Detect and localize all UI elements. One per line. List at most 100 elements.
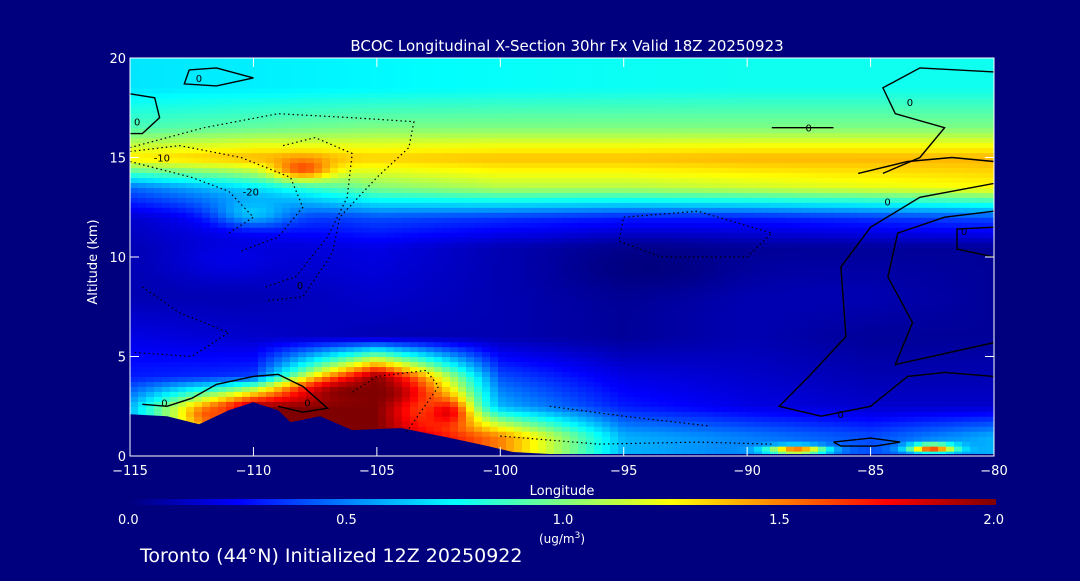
field-cell [474, 326, 483, 333]
field-cell [434, 321, 443, 328]
field-cell [226, 356, 235, 363]
field-cell [370, 426, 379, 432]
field-cell [258, 271, 267, 278]
field-cell [594, 356, 603, 363]
field-cell [290, 306, 299, 313]
field-cell [138, 252, 147, 258]
field-cell [234, 296, 243, 303]
field-cell [954, 431, 963, 437]
field-cell [578, 371, 587, 377]
field-cell [474, 266, 483, 273]
field-cell [634, 356, 643, 363]
field-cell [234, 321, 243, 328]
field-cell [234, 286, 243, 293]
field-cell [210, 242, 219, 248]
field-cell [322, 291, 331, 298]
field-cell [874, 331, 883, 338]
field-cell [506, 271, 515, 278]
field-cell [170, 321, 179, 328]
field-cell [682, 356, 691, 363]
field-cell [850, 366, 859, 373]
field-cell [490, 257, 499, 263]
field-cell [730, 451, 739, 456]
field-cell [234, 306, 243, 313]
field-cell [922, 336, 931, 343]
field-cell [762, 266, 771, 273]
field-cell [290, 341, 299, 348]
field-cell [634, 336, 643, 343]
field-cell [794, 401, 803, 407]
field-cell [706, 356, 715, 363]
field-cell [954, 257, 963, 263]
field-cell [938, 451, 947, 456]
field-cell [658, 291, 667, 298]
field-cell [818, 416, 827, 422]
field-cell [234, 237, 243, 243]
field-cell [386, 306, 395, 313]
field-cell [274, 252, 283, 258]
field-cell [834, 286, 843, 293]
field-cell [418, 361, 427, 368]
field-cell [754, 376, 763, 382]
field-cell [298, 411, 307, 417]
field-cell [642, 296, 651, 303]
field-cell [778, 296, 787, 303]
field-cell [810, 281, 819, 288]
field-cell [442, 326, 451, 333]
field-cell [962, 426, 971, 432]
field-cell [706, 261, 715, 268]
field-cell [362, 416, 371, 422]
field-cell [666, 331, 675, 338]
field-cell [954, 316, 963, 323]
field-cell [402, 416, 411, 422]
field-cell [410, 386, 419, 392]
field-cell [250, 252, 259, 258]
field-cell [890, 281, 899, 288]
field-cell [986, 237, 994, 243]
field-cell [810, 336, 819, 343]
field-cell [674, 411, 683, 417]
field-cell [978, 311, 987, 318]
field-cell [962, 431, 971, 437]
field-cell [810, 356, 819, 363]
field-cell [898, 296, 907, 303]
field-cell [682, 242, 691, 248]
field-cell [186, 336, 195, 343]
field-cell [802, 247, 811, 253]
field-cell [130, 222, 139, 228]
field-cell [858, 237, 867, 243]
field-cell [922, 257, 931, 263]
field-cell [290, 301, 299, 308]
field-cell [434, 336, 443, 343]
field-cell [874, 356, 883, 363]
field-cell [778, 232, 787, 238]
field-cell [258, 232, 267, 238]
field-cell [914, 346, 923, 353]
field-cell [194, 331, 203, 338]
field-cell [938, 441, 947, 447]
field-cell [618, 306, 627, 313]
field-cell [130, 381, 139, 387]
field-cell [250, 311, 259, 318]
field-cell [482, 266, 491, 273]
field-cell [274, 306, 283, 313]
field-cell [794, 316, 803, 323]
field-cell [202, 242, 211, 248]
field-cell [922, 351, 931, 358]
field-cell [306, 346, 315, 353]
field-cell [602, 252, 611, 258]
field-cell [746, 266, 755, 273]
field-cell [402, 336, 411, 343]
field-cell [354, 276, 363, 283]
field-cell [954, 436, 963, 442]
field-cell [730, 361, 739, 368]
field-cell [514, 227, 523, 233]
field-cell [850, 416, 859, 422]
field-cell [530, 426, 539, 432]
field-cell [458, 326, 467, 333]
field-cell [698, 371, 707, 377]
field-cell [298, 252, 307, 258]
field-cell [218, 227, 227, 233]
field-cell [346, 366, 355, 373]
field-cell [178, 261, 187, 268]
